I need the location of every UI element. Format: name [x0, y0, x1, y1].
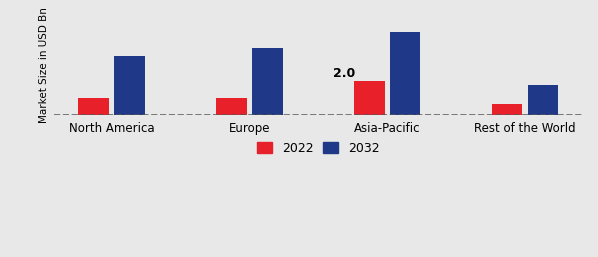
Y-axis label: Market Size in USD Bn: Market Size in USD Bn [39, 7, 49, 123]
Legend: 2022, 2032: 2022, 2032 [252, 137, 385, 160]
Bar [216, 98, 247, 115]
Bar [390, 32, 420, 115]
Bar [114, 57, 145, 115]
Bar [354, 81, 385, 115]
Bar [492, 104, 523, 115]
Text: 2.0: 2.0 [334, 67, 356, 80]
Bar [528, 85, 559, 115]
Bar [78, 98, 109, 115]
Bar [252, 48, 282, 115]
